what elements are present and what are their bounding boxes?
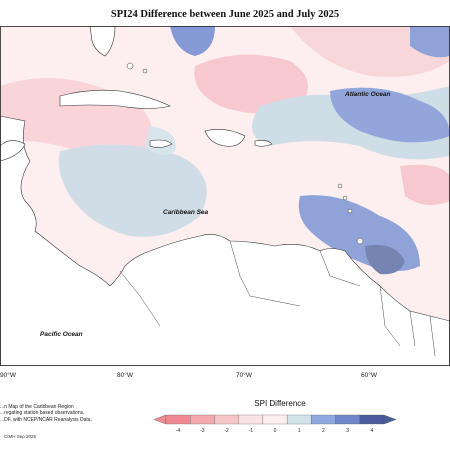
legend-swatch xyxy=(190,414,215,425)
legend-swatch xyxy=(359,414,385,425)
land-masses xyxy=(0,26,450,366)
label-atlantic-ocean: Atlantic Ocean xyxy=(344,91,391,98)
small-islands xyxy=(126,62,364,245)
legend-arrow-right xyxy=(383,414,397,425)
land-hispaniola xyxy=(204,129,246,147)
lon-tick-70w: 70°W xyxy=(236,372,252,379)
spi-difference-map: Atlantic Ocean Caribbean Sea Pacific Oce… xyxy=(0,26,450,366)
legend-colorbar: -4 -3 -2 -1 0 1 2 3 4 xyxy=(153,414,397,434)
land-central-south-america xyxy=(0,115,450,366)
lon-tick-80w: 80°W xyxy=(117,372,133,379)
legend-tick-label: -2 xyxy=(224,428,229,434)
lon-tick-90w: 90°W xyxy=(0,372,16,379)
description-line-1: ...n Map of the Caribbean Region xyxy=(0,404,74,410)
map-title: SPI24 Difference between June 2025 and J… xyxy=(110,9,340,20)
legend-swatch xyxy=(335,414,360,425)
label-caribbean-sea: Caribbean Sea xyxy=(163,209,209,216)
land-jamaica xyxy=(149,139,173,148)
anomaly-dry-north xyxy=(194,54,308,114)
legend-swatch xyxy=(214,414,239,425)
legend-tick-label: 3 xyxy=(346,428,349,434)
legend-tick-label: 0 xyxy=(274,428,277,434)
legend-swatch xyxy=(238,414,264,425)
anomaly-dry-east xyxy=(400,164,450,205)
legend-swatch xyxy=(262,414,288,425)
legend-swatch xyxy=(311,414,336,425)
land-yucatan xyxy=(0,140,26,162)
anomaly-wet-east xyxy=(330,87,450,143)
lon-tick-60w: 60°W xyxy=(361,372,377,379)
legend-tick-label: -4 xyxy=(176,428,181,434)
anomaly-wet-north-1 xyxy=(170,26,215,56)
description-line-2: ...regating station based observations, xyxy=(0,410,85,417)
legend-tick-label: 2 xyxy=(322,428,325,434)
anomaly-wet-caribbean xyxy=(58,144,207,237)
land-puerto-rico xyxy=(254,140,273,147)
legend-title: SPI Difference xyxy=(254,399,306,408)
map-credit: CIMH Sep 2025 xyxy=(4,434,37,439)
legend-swatch xyxy=(286,414,312,425)
land-cuba xyxy=(59,89,171,109)
legend-tick-label: 4 xyxy=(370,428,373,434)
legend-tick-label: -1 xyxy=(249,428,254,434)
description-line-3: ...DF, with NCEP/NCAR Reanalysis Data. xyxy=(0,416,92,423)
anomaly-wet-ne xyxy=(410,26,450,58)
map-description: ...n Map of the Caribbean Region ...rega… xyxy=(0,404,112,423)
legend-arrow-left xyxy=(153,414,167,425)
land-florida xyxy=(89,26,116,57)
anomaly-wet-core xyxy=(365,245,405,275)
legend-tick-label: -3 xyxy=(200,428,205,434)
legend-swatch xyxy=(165,414,191,425)
label-pacific-ocean: Pacific Ocean xyxy=(40,331,83,338)
anomaly-fields xyxy=(0,26,450,275)
country-borders xyxy=(119,240,436,357)
legend-tick-label: 1 xyxy=(298,428,301,434)
